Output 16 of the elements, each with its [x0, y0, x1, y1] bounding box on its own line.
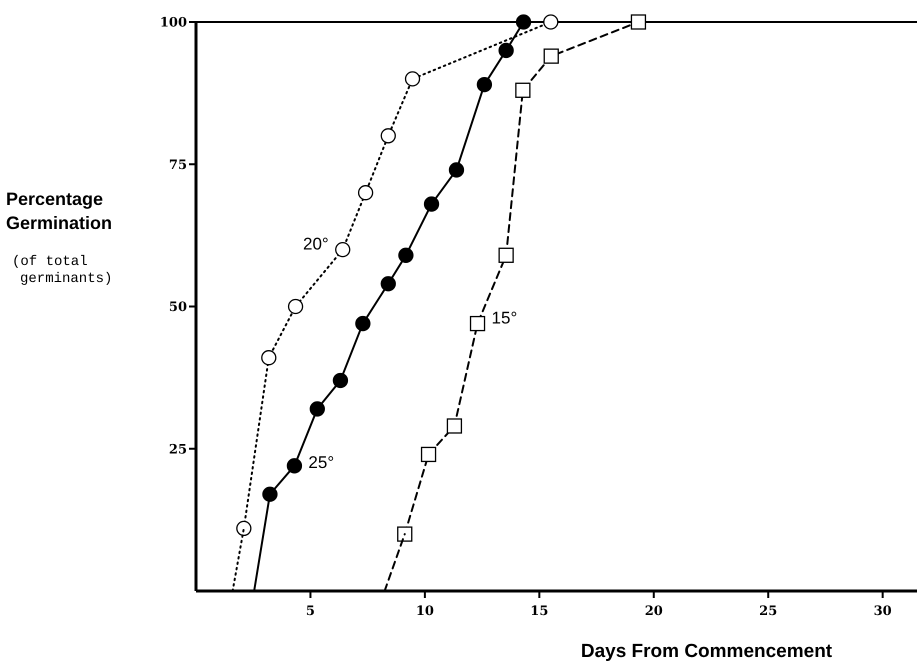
x-tick-label: 15 — [530, 604, 548, 619]
series-label: 20° — [303, 234, 329, 254]
x-axis-title: Days From Commencement — [580, 641, 833, 662]
y-tick-label: 75 — [168, 158, 187, 173]
series-label: 25° — [308, 452, 334, 472]
x-tick-label: 10 — [416, 604, 434, 619]
y-tick-label: 100 — [160, 16, 187, 31]
y-tick-label: 25 — [168, 442, 187, 458]
series-label: 15° — [492, 308, 518, 328]
x-tick-label: 20 — [644, 604, 663, 619]
x-tick-label: 5 — [306, 604, 315, 619]
text: (of total germinants) — [12, 254, 112, 287]
x-tick-label: 25 — [759, 604, 778, 619]
x-tick-label: 30 — [874, 604, 892, 619]
y-axis-title: Percentage Germination — [6, 189, 112, 233]
y-tick-label: 50 — [168, 300, 187, 316]
